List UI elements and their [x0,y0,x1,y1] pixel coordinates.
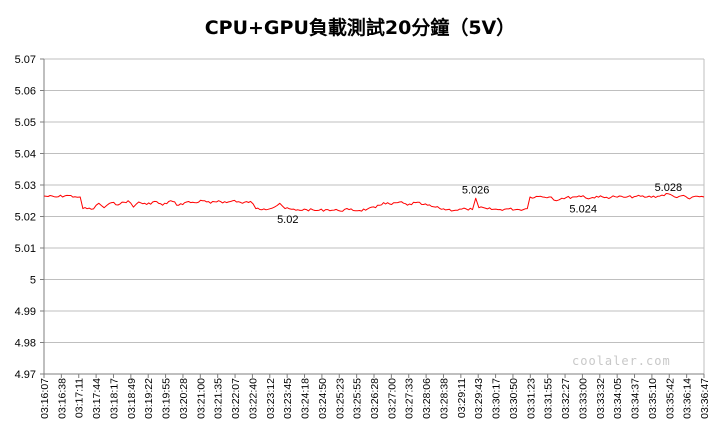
x-tick-label: 03:23:12 [265,378,277,419]
x-tick-label: 03:18:49 [126,378,138,419]
data-labels: 5.02 5.026 5.024 5.028 [277,182,682,226]
x-tick-label: 03:22:40 [247,378,259,419]
x-tick-label: 03:23:45 [282,378,294,419]
y-tick-label: 5.04 [15,149,36,161]
axes [40,58,705,378]
x-tick-label: 03:34:05 [612,378,624,419]
x-tick-label: 03:29:43 [473,378,485,419]
x-tick-label: 03:19:22 [143,378,155,419]
y-tick-label: 5.05 [15,117,36,129]
y-tick-label: 4.99 [15,306,36,318]
x-tick-labels: 03:16:07 03:16:38 03:17:11 03:17:44 03:18:17… [39,378,711,419]
y-tick-label: 5.02 [15,212,36,224]
gridlines [44,90,704,343]
x-tick-label: 03:19:55 [161,378,173,419]
x-tick-label: 03:30:17 [491,378,503,419]
y-tick-label: 5.07 [15,54,36,66]
x-tick-label: 03:26:28 [369,378,381,419]
x-tick-label: 03:24:50 [317,378,329,419]
chart-title: CPU+GPU負載測試20分鐘（5V） [205,16,516,39]
data-label: 5.026 [462,184,490,196]
x-tick-label: 03:16:38 [56,378,68,419]
watermark-text: coolaler.com [572,354,671,368]
y-tick-labels: 5.07 5.06 5.05 5.04 5.03 5.02 5.01 5 4.99 4.98 4.9… [15,54,36,381]
x-tick-label: 03:21:00 [195,378,207,419]
x-tick-label: 03:31:23 [525,378,537,419]
series-layer [43,193,705,212]
x-tick-label: 03:31:55 [543,378,555,419]
x-tick-label: 03:25:23 [334,378,346,419]
x-tick-label: 03:36:47 [699,378,711,419]
x-tick-label: 03:17:11 [74,378,86,418]
watermark: coolaler.com [572,354,671,368]
y-tick-label: 5.03 [15,180,36,192]
x-tick-label: 03:33:00 [577,378,589,419]
x-tick-label: 03:16:07 [39,378,51,419]
data-label: 5.024 [569,203,597,215]
x-tick-label: 03:34:37 [630,378,642,419]
series-line [43,193,705,212]
x-tick-label: 03:28:38 [438,378,450,419]
y-tick-label: 5.06 [15,86,36,98]
x-tick-label: 03:27:00 [386,378,398,419]
y-tick-label: 5 [30,275,36,287]
x-tick-label: 03:18:17 [108,378,120,419]
x-tick-label: 03:28:06 [421,378,433,419]
x-tick-label: 03:30:50 [508,378,520,419]
data-label: 5.028 [655,182,683,194]
x-tick-label: 03:29:11 [456,378,468,418]
x-tick-label: 03:25:55 [352,378,364,419]
x-tick-label: 03:36:14 [682,378,694,419]
x-tick-label: 03:35:10 [647,378,659,419]
x-tick-label: 03:21:35 [213,378,225,419]
y-tick-label: 4.98 [15,338,36,350]
x-tick-label: 03:24:18 [300,378,312,419]
y-tick-label: 5.01 [15,243,36,255]
data-label: 5.02 [277,214,298,226]
x-tick-label: 03:35:42 [664,378,676,419]
x-tick-label: 03:32:27 [560,378,572,419]
x-tick-label: 03:27:33 [404,378,416,419]
x-tick-label: 03:33:32 [595,378,607,419]
x-tick-label: 03:20:28 [178,378,190,419]
x-tick-label: 03:22:07 [230,378,242,419]
y-tick-label: 4.97 [15,369,36,381]
x-tick-label: 03:17:44 [91,378,103,419]
